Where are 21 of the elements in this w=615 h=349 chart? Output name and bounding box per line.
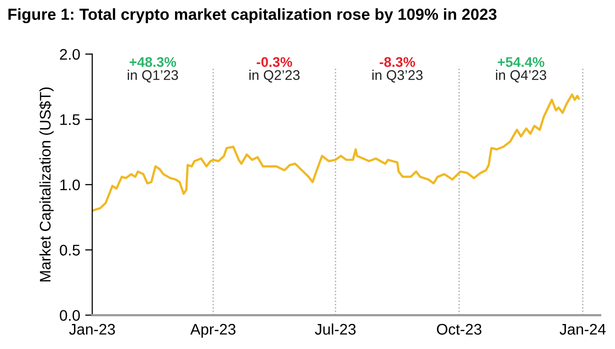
annotation: in Q4’23	[496, 70, 546, 82]
x-tick-label: Jul-23	[314, 323, 356, 335]
y-tick-label: 1.0	[60, 179, 80, 190]
annotation: in Q3’23	[372, 70, 423, 82]
x-tick-label: Apr-23	[190, 324, 236, 338]
chart-title: Figure 1: Total crypto market capitalization rose by 109% in 2023	[8, 8, 496, 24]
y-tick-label: 0.5	[60, 244, 80, 256]
annotation: -0.3%	[256, 57, 292, 67]
annotation: -8.3%	[380, 57, 416, 67]
x-tick-label: Jan-23	[69, 324, 115, 335]
x-tick-label: Oct-23	[436, 324, 482, 335]
annotation: +54.4%	[498, 57, 544, 67]
line-series	[92, 93, 580, 212]
y-tick-label: 0.0	[60, 310, 80, 321]
y-axis-title: Market Capitalization (US$T)	[39, 88, 54, 282]
y-tick-label: 1.5	[60, 114, 80, 126]
annotation: in Q2’23	[249, 70, 300, 82]
x-tick-label: Jan-24	[560, 324, 606, 335]
annotation: +48.3%	[130, 57, 176, 67]
y-tick-label: 2.0	[60, 48, 80, 60]
annotation: in Q1’23	[128, 70, 178, 82]
